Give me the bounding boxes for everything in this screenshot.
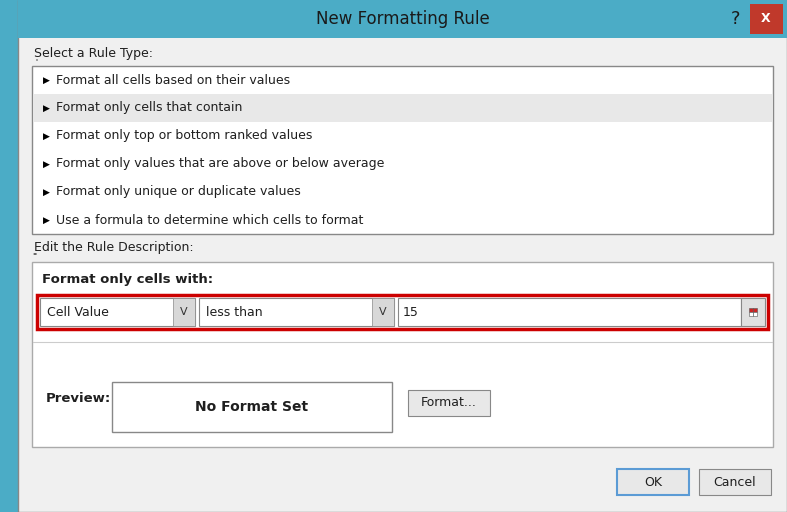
Bar xyxy=(699,469,771,495)
Bar xyxy=(749,308,753,312)
Text: ▶: ▶ xyxy=(42,216,50,224)
Bar xyxy=(617,469,689,495)
Text: Preview:: Preview: xyxy=(46,393,111,406)
Text: Format only cells that contain: Format only cells that contain xyxy=(56,101,242,115)
Text: Format all cells based on their values: Format all cells based on their values xyxy=(56,74,290,87)
Text: less than: less than xyxy=(206,306,263,318)
Text: New Formatting Rule: New Formatting Rule xyxy=(316,10,490,28)
Bar xyxy=(18,0,787,38)
Text: ▶: ▶ xyxy=(42,187,50,197)
Bar xyxy=(753,312,757,316)
Text: 15: 15 xyxy=(403,306,419,318)
Text: Use a formula to determine which cells to format: Use a formula to determine which cells t… xyxy=(56,214,364,226)
Bar xyxy=(173,298,195,326)
Text: Format only unique or duplicate values: Format only unique or duplicate values xyxy=(56,185,301,199)
Bar xyxy=(40,298,195,326)
Bar xyxy=(749,312,753,316)
Bar xyxy=(750,4,783,34)
Text: V: V xyxy=(180,307,188,317)
Text: Cancel: Cancel xyxy=(714,476,756,488)
Text: ▶: ▶ xyxy=(42,160,50,168)
Bar xyxy=(741,298,765,326)
Text: OK: OK xyxy=(644,476,662,488)
Bar xyxy=(372,298,394,326)
Text: ▶: ▶ xyxy=(42,132,50,140)
Text: Format only top or bottom ranked values: Format only top or bottom ranked values xyxy=(56,130,312,142)
Bar xyxy=(37,295,768,329)
Text: ▶: ▶ xyxy=(42,75,50,84)
Text: V: V xyxy=(379,307,387,317)
Text: ▶: ▶ xyxy=(42,103,50,113)
Bar xyxy=(33,94,772,122)
Bar xyxy=(32,262,773,447)
Text: ?: ? xyxy=(730,10,740,28)
Text: Select a Rule Type:: Select a Rule Type: xyxy=(34,48,153,60)
Bar xyxy=(112,382,392,432)
Bar xyxy=(32,66,773,234)
Bar xyxy=(199,298,394,326)
Text: Cell Value: Cell Value xyxy=(47,306,109,318)
Text: No Format Set: No Format Set xyxy=(195,400,309,414)
Text: Format only cells with:: Format only cells with: xyxy=(42,273,213,287)
Text: Format only values that are above or below average: Format only values that are above or bel… xyxy=(56,158,384,170)
Text: X: X xyxy=(761,12,770,26)
Bar xyxy=(398,298,741,326)
Bar xyxy=(408,390,490,416)
Text: Edit the Rule Description:: Edit the Rule Description: xyxy=(34,242,194,254)
Bar xyxy=(753,308,757,312)
Text: Format...: Format... xyxy=(421,396,477,410)
